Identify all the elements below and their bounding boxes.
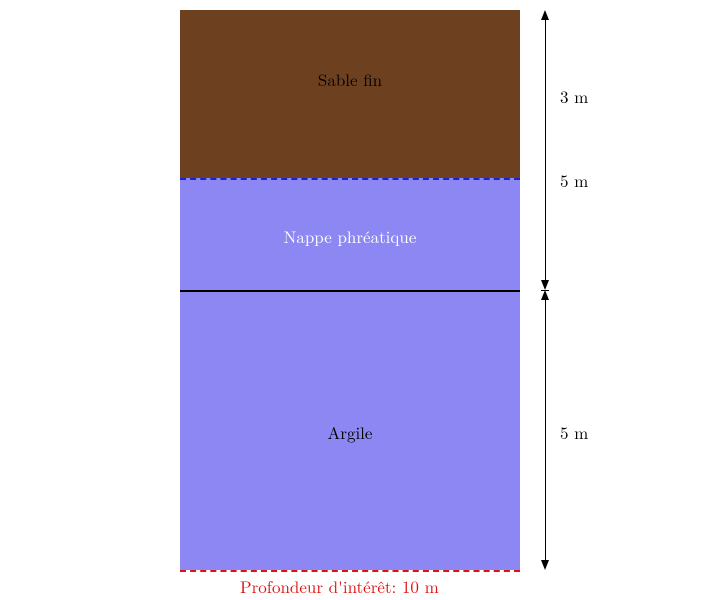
dim-label-seg-0-5-0: 3 m <box>560 84 588 108</box>
line-water-table <box>180 178 520 180</box>
layer-sable-fin: Sable fin <box>180 10 520 178</box>
dim-tick-5m <box>541 290 549 291</box>
dim-line-seg-0-5 <box>545 20 546 280</box>
layer-argile: Argile <box>180 290 520 570</box>
dim-label-seg-0-5-1: 5 m <box>560 168 588 192</box>
dim-arrow-down-seg-0-5 <box>541 280 549 290</box>
dim-arrow-up-seg-5-10 <box>541 290 549 300</box>
interest-depth-caption: Profondeur d'intérêt: 10 m <box>240 574 439 598</box>
layer-label-nappe-phreatique: Nappe phréatique <box>180 224 520 248</box>
layer-label-argile: Argile <box>180 420 520 444</box>
dim-label-seg-5-10-0: 5 m <box>560 420 588 444</box>
dim-arrow-up-seg-0-5 <box>541 10 549 20</box>
layer-label-sable-fin: Sable fin <box>180 67 520 91</box>
soil-column: Sable fin Nappe phréatique Argile <box>180 10 520 570</box>
line-interest-depth <box>180 570 520 572</box>
layer-nappe-phreatique: Nappe phréatique <box>180 178 520 290</box>
dim-line-seg-5-10 <box>545 300 546 560</box>
line-interface-5m <box>180 290 520 292</box>
dim-arrow-down-seg-5-10 <box>541 560 549 570</box>
